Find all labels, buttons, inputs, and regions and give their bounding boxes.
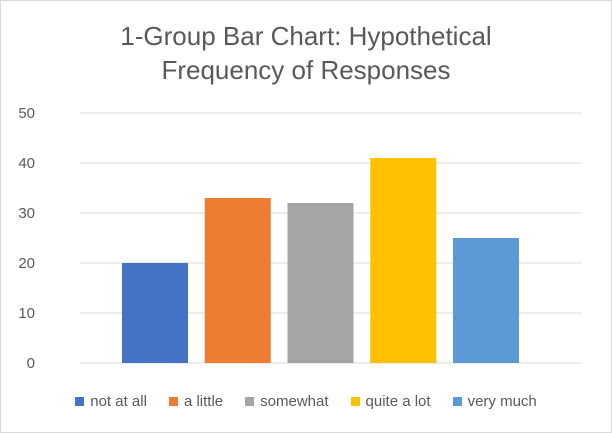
y-tick-label-10: 10: [18, 305, 35, 322]
bar-not-at-all: [122, 263, 188, 363]
y-tick-label-50: 50: [18, 105, 35, 122]
bar-a-little: [204, 198, 271, 363]
chart-title-line-2: Frequency of Responses: [161, 55, 451, 85]
legend-item-very-much: very much: [452, 393, 537, 410]
legend-swatch: [75, 397, 85, 406]
legend-label: very much: [467, 393, 537, 410]
chart-title-line-1: 1-Group Bar Chart: Hypothetical: [120, 21, 492, 51]
y-tick-label-0: 0: [27, 355, 35, 372]
y-tick-label-30: 30: [18, 205, 35, 222]
legend-label: not at all: [90, 393, 147, 410]
bar-somewhat: [287, 203, 354, 363]
legend-item-quite-a-lot: quite a lot: [350, 393, 431, 410]
legend-item-a-little: a little: [168, 393, 224, 410]
y-tick-label-40: 40: [18, 155, 35, 172]
legend-label: quite a lot: [365, 393, 431, 410]
legend-swatch: [168, 397, 178, 406]
legend-swatch: [350, 397, 360, 406]
bar-very-much: [453, 238, 519, 363]
legend-swatch: [452, 397, 462, 406]
legend-label: somewhat: [260, 393, 329, 410]
legend-swatch: [245, 397, 255, 406]
y-tick-label-20: 20: [18, 255, 35, 272]
legend-item-not-at-all: not at all: [75, 393, 147, 410]
chart-title: 1-Group Bar Chart: Hypothetical Frequenc…: [1, 19, 611, 87]
legend-item-somewhat: somewhat: [245, 393, 329, 410]
bar-quite-a-lot: [370, 158, 437, 363]
legend-label: a little: [183, 393, 224, 410]
legend: not at all a little somewhat quite a lot ver…: [1, 393, 611, 410]
